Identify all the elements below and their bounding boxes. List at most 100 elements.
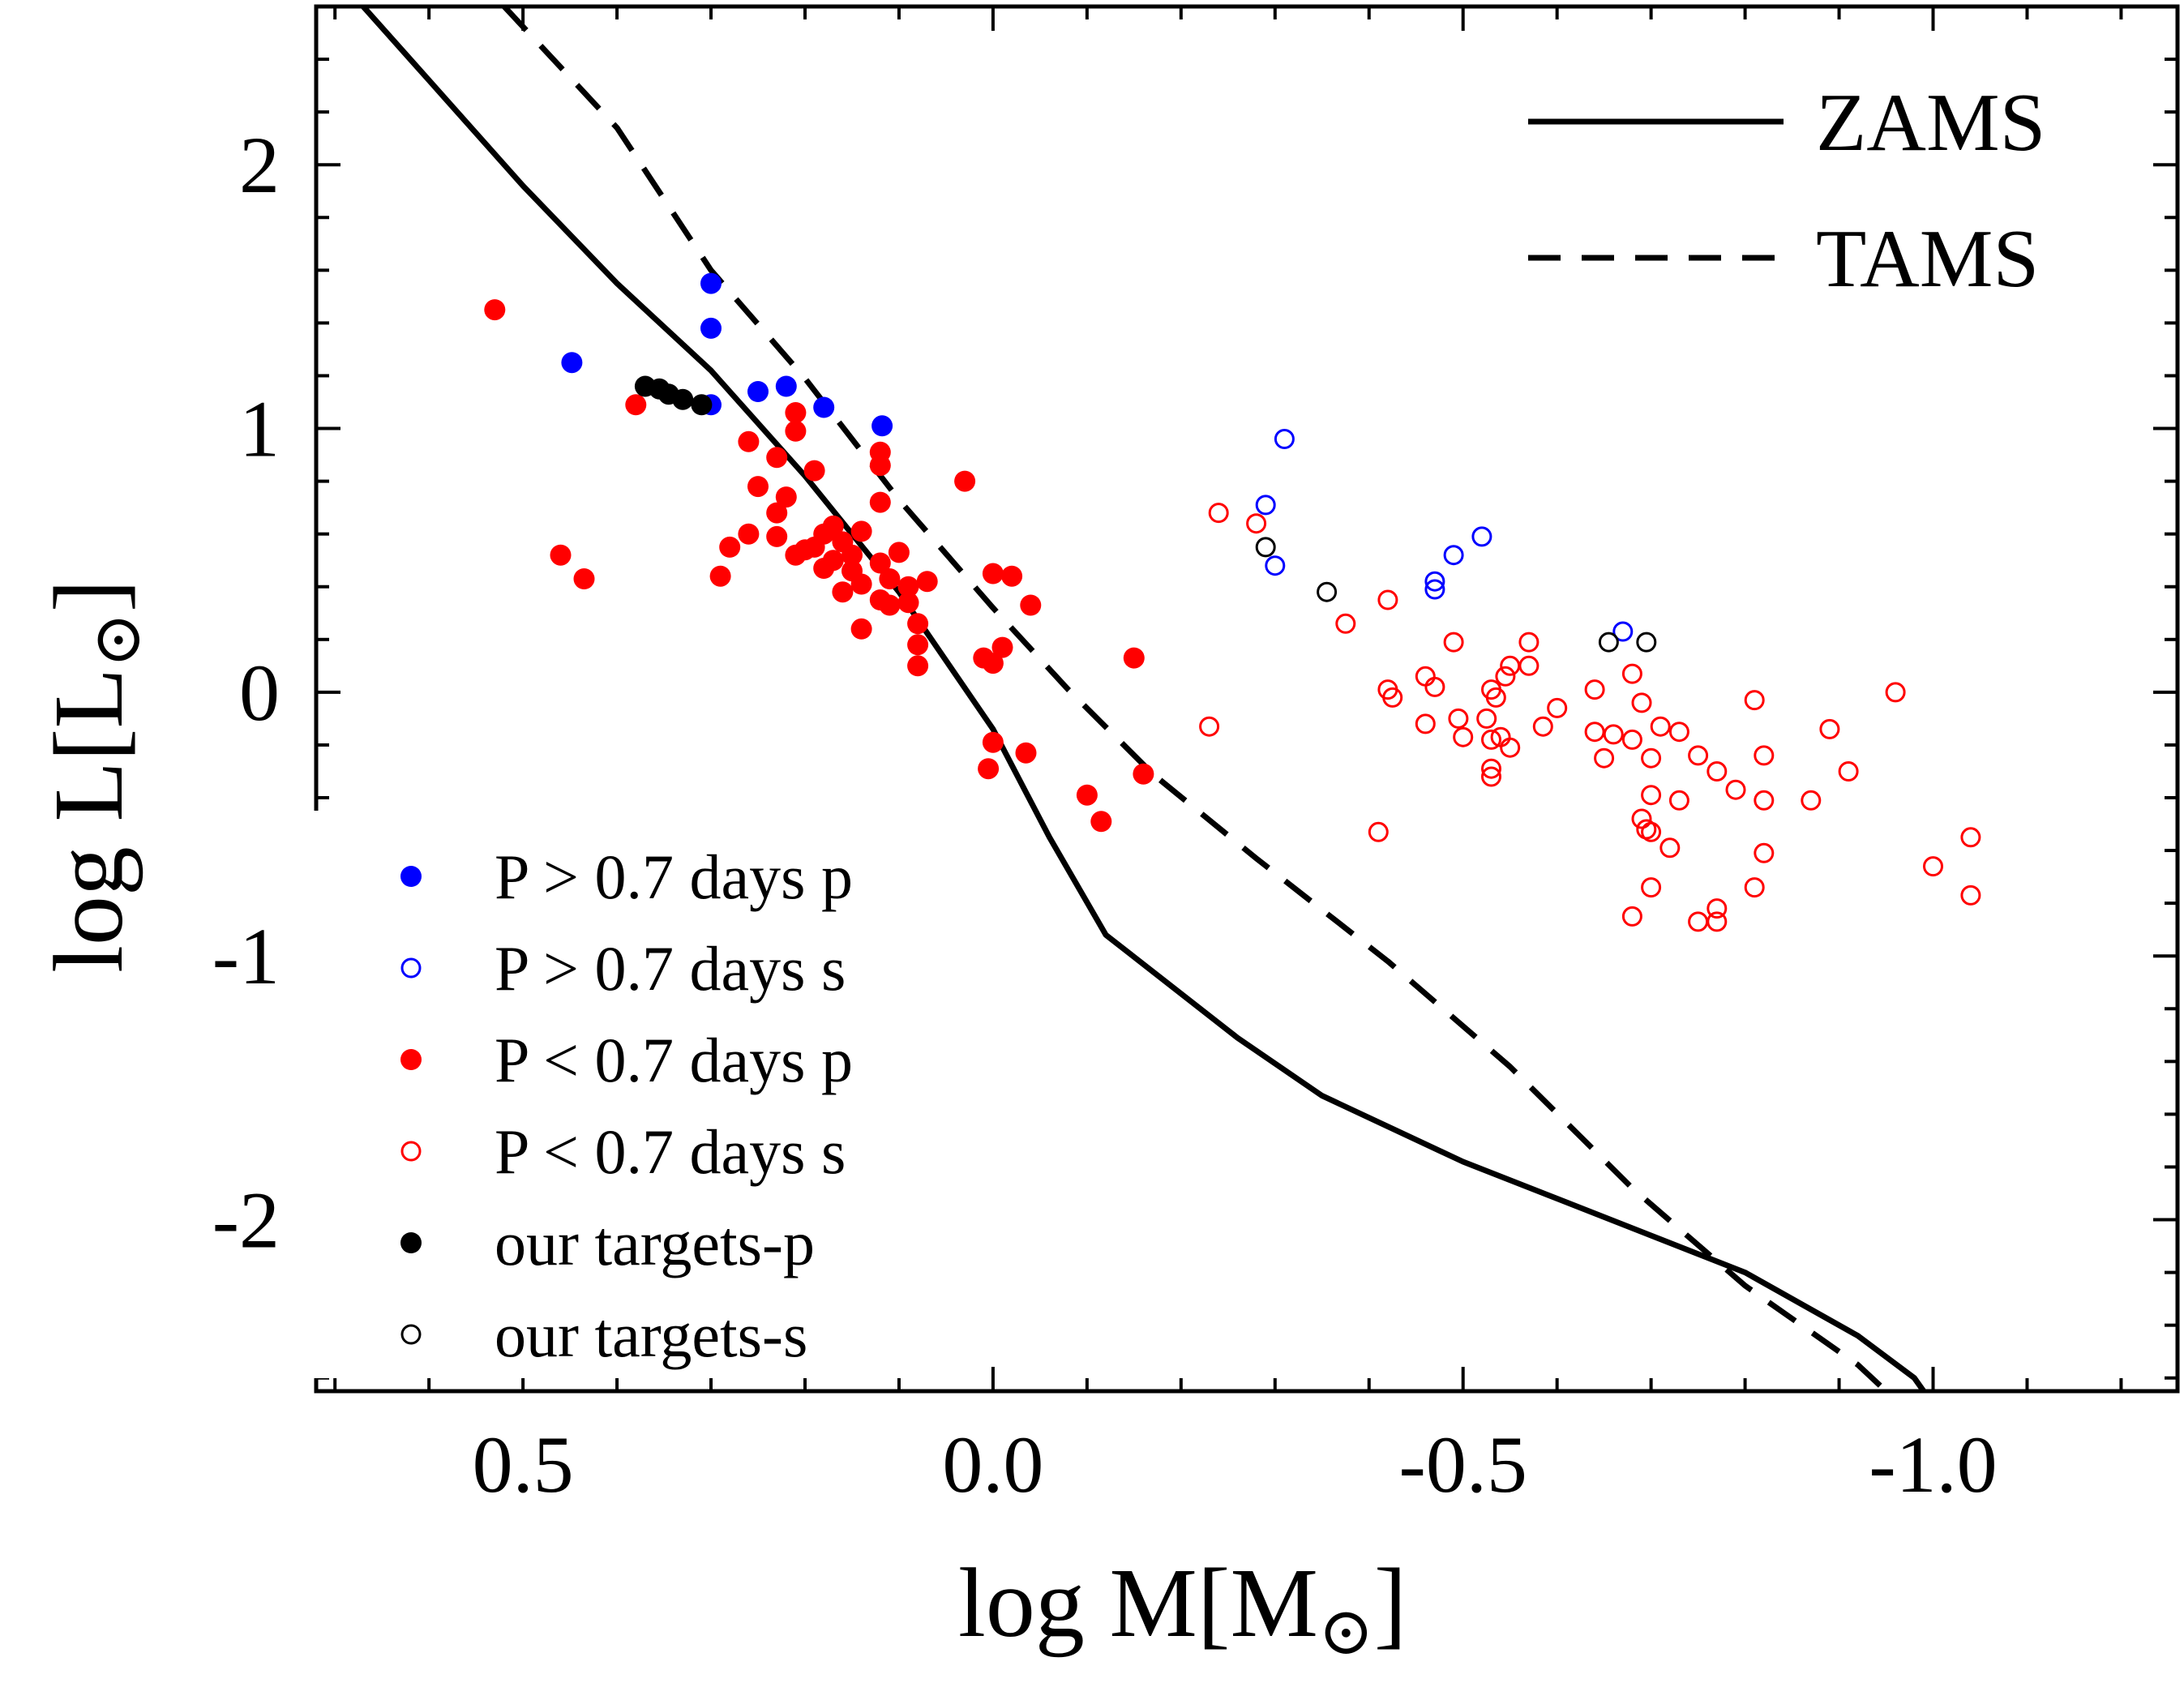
data-point xyxy=(954,470,976,492)
data-point xyxy=(719,536,741,558)
data-point xyxy=(1960,827,1981,848)
data-point xyxy=(1707,761,1728,782)
data-point xyxy=(982,653,1004,674)
data-point xyxy=(1481,729,1501,750)
data-point xyxy=(672,388,694,410)
data-point xyxy=(1621,729,1642,750)
data-point xyxy=(841,544,863,566)
data-point xyxy=(1659,837,1681,859)
data-point xyxy=(1838,761,1859,782)
data-point xyxy=(561,352,583,374)
data-point xyxy=(1636,632,1657,653)
data-point xyxy=(1208,503,1229,524)
data-point xyxy=(1923,856,1943,877)
data-point xyxy=(1960,884,1981,906)
data-point xyxy=(1246,513,1267,534)
data-point xyxy=(1584,679,1605,700)
series-our-targets-p xyxy=(634,375,713,416)
legend-label-our-targets-p: our targets-p xyxy=(495,1208,815,1278)
data-point xyxy=(625,394,647,416)
data-point xyxy=(785,402,807,423)
data-point xyxy=(1744,877,1765,898)
data-point xyxy=(1424,579,1445,600)
series-p-0-7-days-s xyxy=(1255,429,1634,642)
data-point xyxy=(1688,745,1709,766)
data-point xyxy=(1885,682,1906,703)
y-axis-title: log L[L⊙] xyxy=(34,580,154,973)
data-point xyxy=(982,563,1004,585)
marker-legend: P > 0.7 days p P > 0.7 days s P < 0.7 days… xyxy=(308,811,932,1378)
data-point xyxy=(879,568,901,589)
data-point xyxy=(1754,745,1775,766)
data-point xyxy=(1612,621,1634,642)
legend-background xyxy=(308,811,932,1378)
data-point xyxy=(897,592,919,614)
data-point xyxy=(1368,821,1389,842)
data-point xyxy=(1481,758,1501,779)
data-point xyxy=(1471,526,1492,547)
series-our-targets-s xyxy=(1255,537,1657,653)
y-axis-title-close: ] xyxy=(34,580,143,613)
data-point xyxy=(1500,737,1521,758)
legend-marker-p-0-7-days-p xyxy=(400,866,422,887)
data-point xyxy=(1123,647,1145,669)
data-point xyxy=(775,375,797,397)
data-point xyxy=(766,525,788,547)
data-point xyxy=(1518,655,1540,676)
data-point xyxy=(1090,811,1112,833)
legend-label-p-0-7-days-p: P < 0.7 days p xyxy=(495,1025,853,1095)
data-point xyxy=(1500,655,1521,676)
x-tick-label: 0.5 xyxy=(473,1420,574,1510)
data-point xyxy=(991,636,1013,658)
data-point xyxy=(766,447,788,469)
data-point xyxy=(1621,663,1642,684)
data-point xyxy=(573,568,595,589)
data-point xyxy=(1443,632,1464,653)
data-point xyxy=(897,576,919,597)
data-point xyxy=(1199,716,1220,737)
data-point xyxy=(1443,545,1464,566)
legend-marker-p-0-7-days-p xyxy=(400,1049,422,1070)
legend-label-p-0-7-days-s: P < 0.7 days s xyxy=(495,1116,846,1187)
data-point xyxy=(1547,697,1568,718)
data-point xyxy=(982,731,1004,753)
line-legend: ZAMS TAMS xyxy=(1528,77,2045,305)
data-point xyxy=(1641,747,1662,769)
data-point xyxy=(1754,842,1775,863)
x-axis-title-close: ] xyxy=(1374,1548,1407,1658)
data-point xyxy=(1641,785,1662,806)
data-point xyxy=(1518,632,1540,653)
data-point xyxy=(879,594,901,616)
y-axis-title-main: log L[L xyxy=(34,668,143,973)
data-point xyxy=(1641,877,1662,898)
data-point xyxy=(1754,790,1775,811)
data-point xyxy=(1668,790,1689,811)
data-point xyxy=(813,396,835,418)
data-point xyxy=(738,430,760,452)
data-point xyxy=(907,655,929,677)
y-tick-label: 0 xyxy=(239,648,280,738)
legend-tams-label: TAMS xyxy=(1816,213,2039,305)
data-point xyxy=(1255,495,1276,516)
data-point xyxy=(1668,722,1689,743)
data-point xyxy=(1594,747,1615,769)
data-point xyxy=(1485,687,1506,708)
data-point xyxy=(813,558,835,579)
x-axis-title-main: log M[M xyxy=(958,1548,1318,1658)
legend-label-p-0-7-days-p: P > 0.7 days p xyxy=(495,842,853,912)
legend-label-p-0-7-days-s: P > 0.7 days s xyxy=(495,933,846,1004)
data-point xyxy=(850,520,872,542)
data-point xyxy=(978,758,1000,780)
data-point xyxy=(1707,911,1728,932)
data-point xyxy=(1265,555,1286,576)
data-point xyxy=(1382,687,1403,708)
data-point xyxy=(871,415,893,437)
series-p-0-7-days-p xyxy=(561,272,893,437)
data-point xyxy=(1707,898,1728,919)
data-point xyxy=(484,299,506,321)
data-point xyxy=(766,502,788,524)
data-point xyxy=(1274,429,1295,449)
data-point xyxy=(785,420,807,442)
plot-content xyxy=(361,6,1981,1391)
